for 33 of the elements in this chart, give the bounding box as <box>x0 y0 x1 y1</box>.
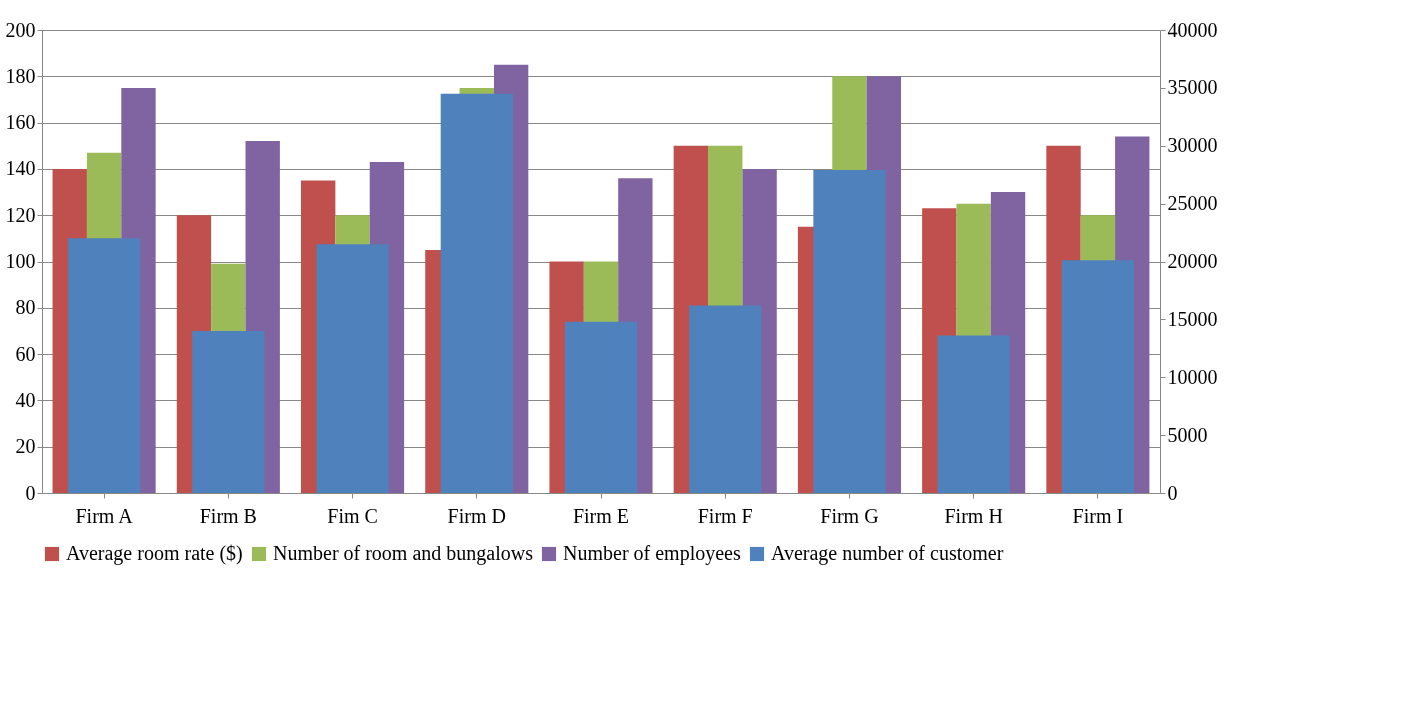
y-tick-label: 20 <box>15 435 36 458</box>
y-tick-label: 40 <box>15 388 36 411</box>
y2-tick-label: 10000 <box>1167 365 1218 388</box>
legend-label: Number of room and bungalows <box>273 542 534 565</box>
y2-tick-label: 40000 <box>1167 18 1218 41</box>
y2-tick-label: 25000 <box>1167 192 1218 215</box>
y2-tick-label: 20000 <box>1167 250 1218 272</box>
y2-tick-label: 5000 <box>1167 423 1208 446</box>
x-tick-label: Firm E <box>572 504 630 527</box>
y-tick-label: 60 <box>15 342 36 365</box>
y-tick-label: 80 <box>15 296 36 319</box>
legend-label: Number of employees <box>563 542 741 565</box>
y-tick-label: 100 <box>5 250 36 272</box>
legend-label: Average room rate ($) <box>66 542 243 565</box>
y2-tick-label: 30000 <box>1167 134 1218 157</box>
y-tick-label: 140 <box>5 157 36 180</box>
y-tick-label: 180 <box>5 64 36 87</box>
x-tick-label: Firm F <box>697 504 753 527</box>
y-tick-label: 0 <box>25 481 36 504</box>
y-tick-label: 200 <box>5 18 36 41</box>
y-tick-label: 160 <box>5 111 36 134</box>
x-tick-label: Firm A <box>75 504 134 527</box>
y2-tick-label: 15000 <box>1167 307 1218 330</box>
x-tick-label: Firm B <box>199 504 257 527</box>
y2-tick-label: 0 <box>1167 481 1178 504</box>
x-tick-label: Firm D <box>447 504 506 527</box>
legend-label: Average number of customer <box>771 542 1004 565</box>
x-tick-label: Fim C <box>327 504 378 527</box>
x-tick-label: Firm I <box>1072 504 1124 527</box>
y-tick-label: 120 <box>5 203 36 226</box>
x-tick-label: Firm H <box>944 504 1003 527</box>
x-tick-label: Firm G <box>820 504 879 527</box>
y2-tick-label: 35000 <box>1167 76 1218 99</box>
